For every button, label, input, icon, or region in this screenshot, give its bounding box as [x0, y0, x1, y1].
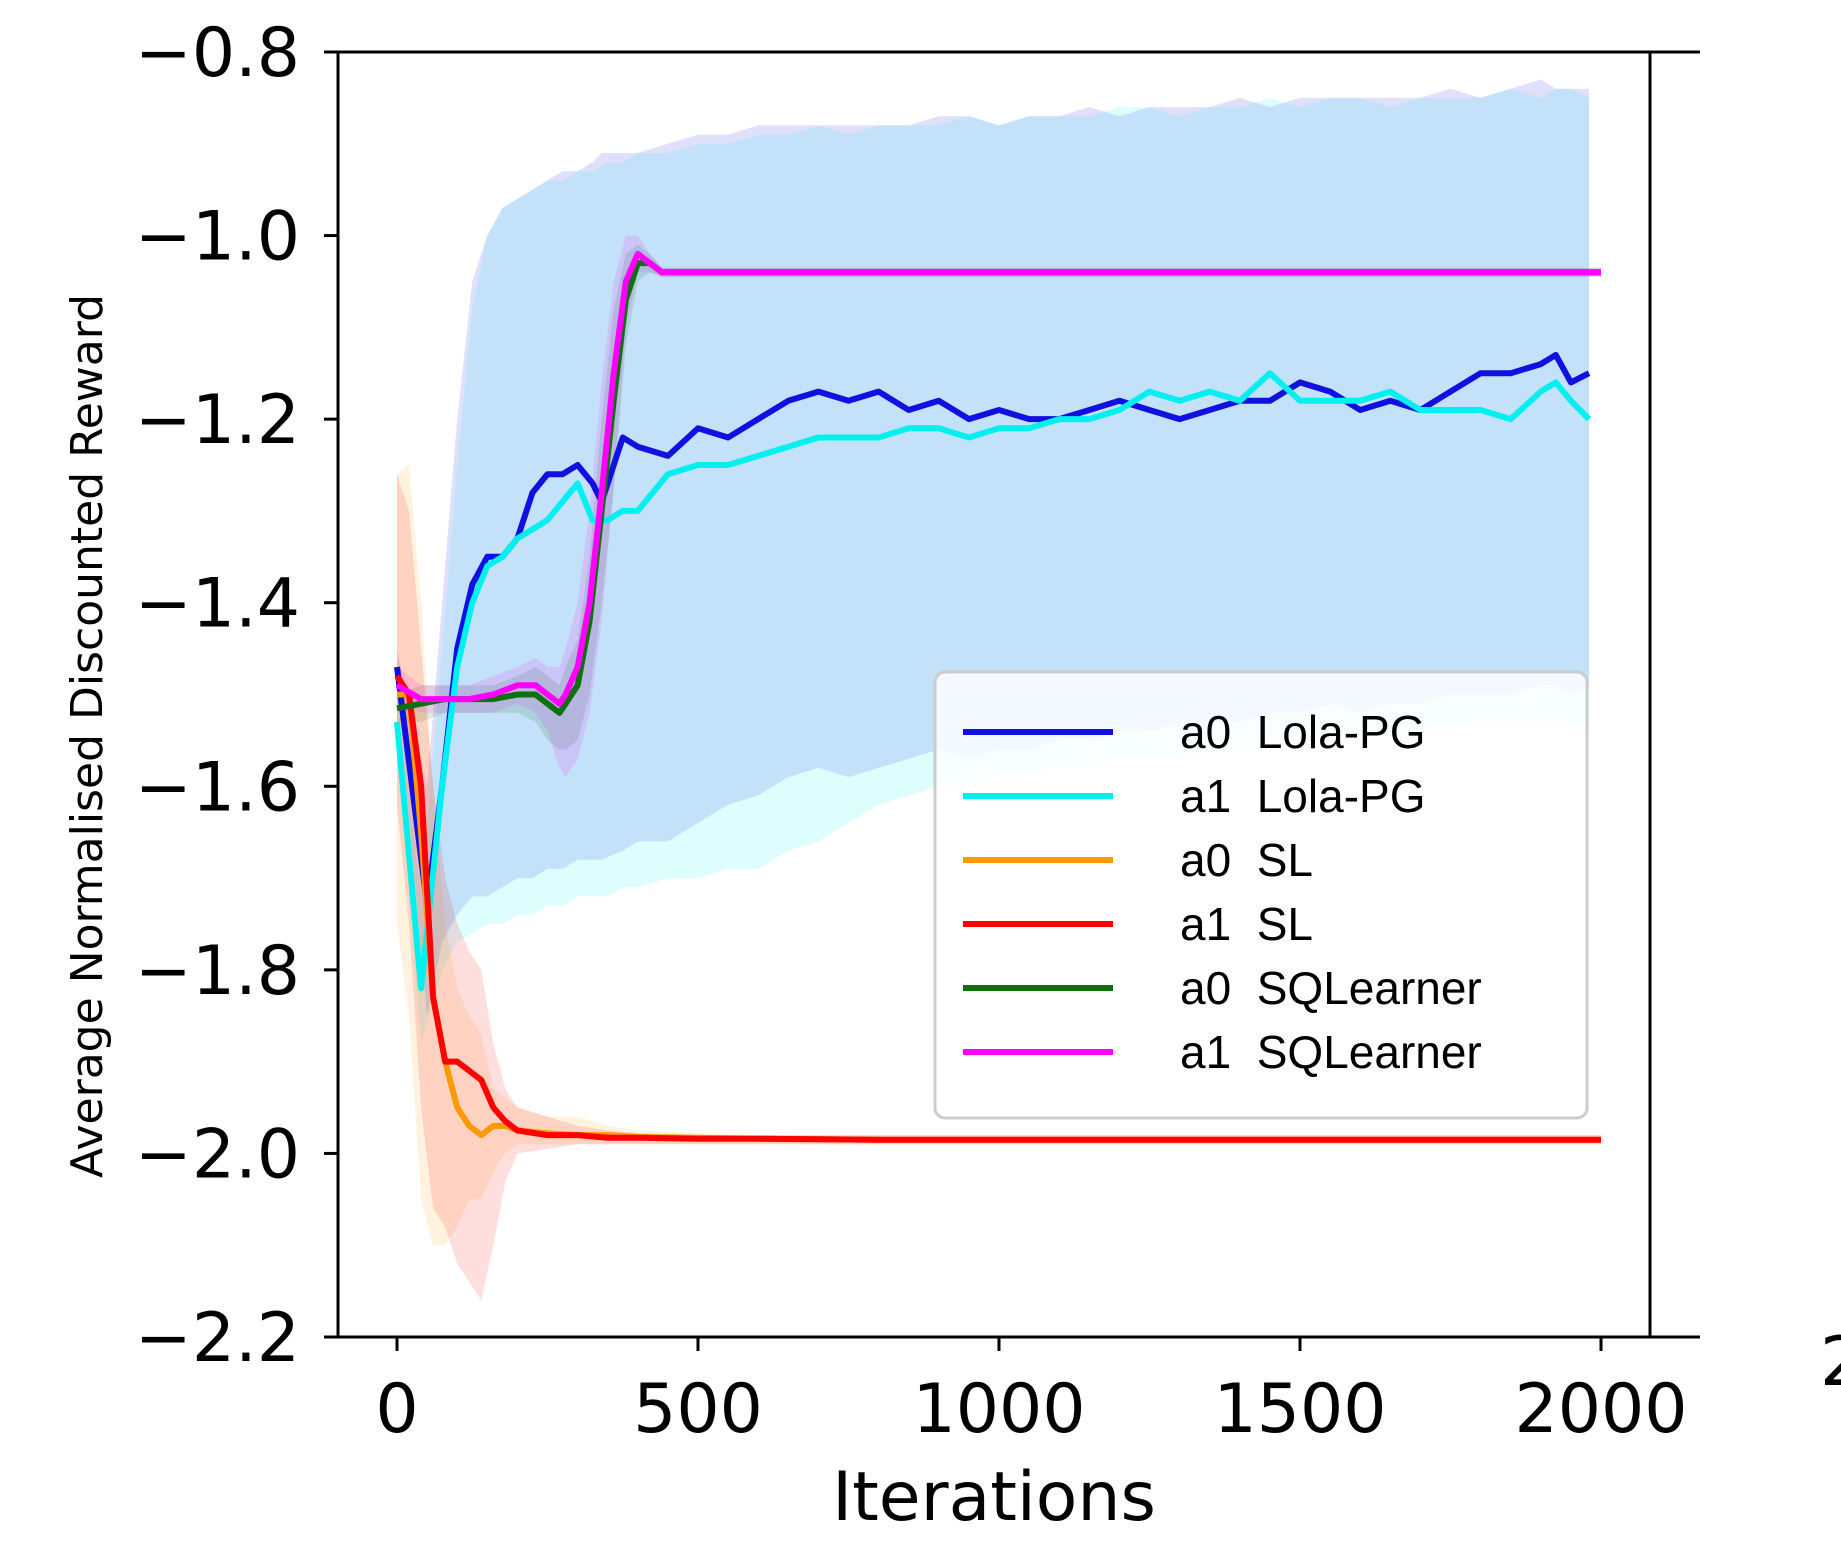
legend-box — [933, 670, 1589, 1120]
legend-label-0: a0 Lola-PG — [1180, 706, 1425, 758]
legend-label-5: a1 SQLearner — [1180, 1026, 1482, 1078]
legend-items: a0 Lola-PG a1 Lola-PG a0 SL a1 SL a0 SQLearn… — [963, 706, 1482, 1078]
series-band-0 — [397, 79, 1589, 1016]
y-tick-label: −1.2 — [135, 381, 300, 460]
series-line-1 — [394, 370, 1592, 992]
x-tick-label: 2000 — [1514, 1370, 1687, 1449]
x-tick-label: 1500 — [1213, 1370, 1386, 1449]
series-line-0 — [394, 351, 1591, 909]
series-band-1 — [397, 88, 1589, 1044]
y-axis-ticks: −0.8 −1.0 −1.2 −1.4 −1.6 −1.8 −2.0 −2.2 — [135, 14, 338, 1378]
y-tick-label: −0.8 — [135, 14, 300, 93]
y-tick-label: −1.0 — [135, 198, 300, 277]
legend-label-3: a1 SL — [1180, 898, 1313, 950]
x-tick-label: 0 — [375, 1370, 418, 1449]
y-axis-label: Average Normalised Discounted Reward — [62, 294, 113, 1178]
edge-fragment-label: 2 — [1820, 1323, 1841, 1402]
legend-label-2: a0 SL — [1180, 834, 1313, 886]
y-tick-label: −2.0 — [135, 1115, 300, 1194]
series-lines — [394, 250, 1601, 1143]
y-tick-label: −1.6 — [135, 748, 300, 827]
x-axis-label: Iterations — [832, 1458, 1156, 1537]
series-band-4 — [397, 244, 1601, 750]
y-tick-label: −1.4 — [135, 565, 300, 644]
x-axis-ticks: 0 500 1000 1500 2000 — [375, 1337, 1688, 1449]
series-line-5 — [395, 250, 1601, 707]
legend-label-4: a0 SQLearner — [1180, 962, 1482, 1014]
legend-label-1: a1 Lola-PG — [1180, 770, 1425, 822]
legend: a0 Lola-PG a1 Lola-PG a0 SL a1 SL a0 SQLearn… — [933, 670, 1589, 1120]
series-line-3 — [394, 674, 1601, 1143]
plot-frame — [336, 50, 1700, 1339]
x-tick-label: 1000 — [912, 1370, 1085, 1449]
y-tick-label: −2.2 — [135, 1299, 300, 1378]
x-tick-label: 500 — [633, 1370, 763, 1449]
y-tick-label: −1.8 — [135, 932, 300, 1011]
confidence-bands — [397, 79, 1601, 1301]
